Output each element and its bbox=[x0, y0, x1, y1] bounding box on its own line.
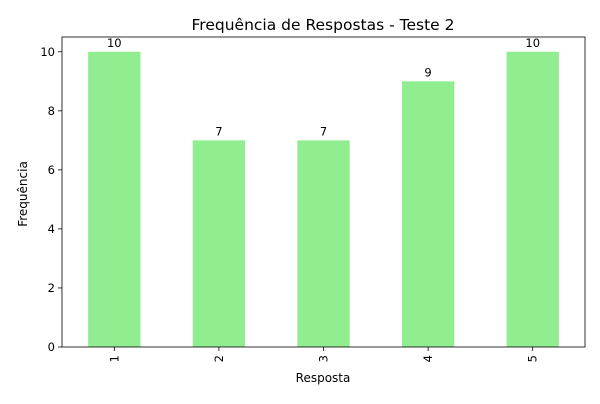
data-label-5: 10 bbox=[525, 36, 540, 50]
y-tick-label-10: 10 bbox=[40, 45, 55, 59]
x-tick-label-5: 5 bbox=[526, 355, 540, 362]
axes-frame bbox=[61, 36, 586, 348]
data-label-4: 9 bbox=[424, 65, 431, 79]
x-tick-label-2: 2 bbox=[212, 355, 226, 362]
y-axis-label: Frequência bbox=[16, 161, 30, 227]
x-tick-label-1: 1 bbox=[107, 355, 121, 362]
bar-5 bbox=[506, 51, 559, 347]
y-tick-label-6: 6 bbox=[48, 163, 55, 177]
y-tick-label-2: 2 bbox=[48, 281, 55, 295]
bar-4 bbox=[401, 81, 455, 347]
bar-3 bbox=[297, 140, 350, 347]
bar-1 bbox=[88, 51, 141, 347]
y-tick-label-4: 4 bbox=[48, 222, 55, 236]
x-axis-label: Resposta bbox=[296, 371, 351, 385]
data-label-3: 7 bbox=[320, 124, 327, 138]
y-tick-label-0: 0 bbox=[48, 340, 55, 354]
data-label-1: 10 bbox=[107, 36, 122, 50]
y-tick-label-8: 8 bbox=[48, 104, 55, 118]
x-tick-label-3: 3 bbox=[317, 355, 331, 362]
plot-area: 10 1 7 2 7 3 9 4 10 5 0 2 4 6 8 10 bbox=[40, 36, 586, 362]
bar-2 bbox=[192, 140, 246, 347]
chart-title: Frequência de Respostas - Teste 2 bbox=[192, 16, 455, 34]
x-tick-label-4: 4 bbox=[421, 355, 435, 362]
data-label-2: 7 bbox=[215, 124, 222, 138]
